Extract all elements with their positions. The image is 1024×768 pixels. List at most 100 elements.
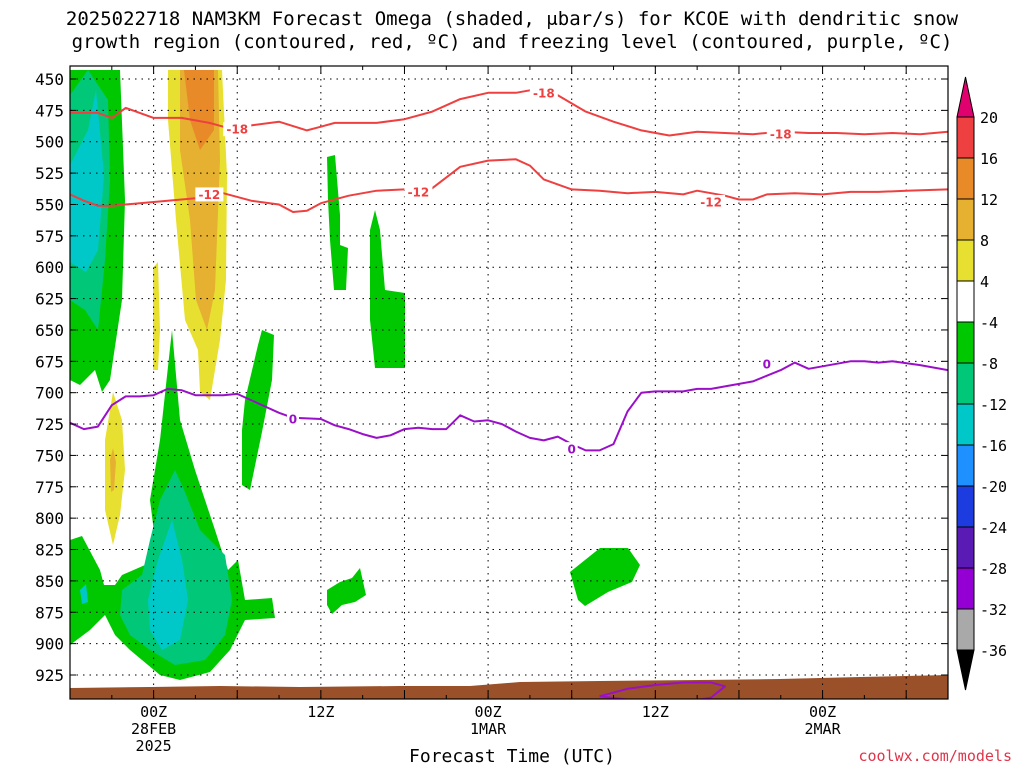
- contour-line: [599, 681, 726, 699]
- y-tick-label: 700: [35, 384, 64, 403]
- contour-label: 0: [568, 443, 576, 457]
- colorbar-swatch: [956, 198, 975, 241]
- colorbar-label: 16: [980, 150, 998, 168]
- contour-label: 0: [763, 357, 771, 371]
- contour-labels: -18 -18 -18 -12 -12 -12 0 0 0: [195, 85, 795, 457]
- omega-area-low-blob-06z: [570, 548, 640, 606]
- x-axis-title: Forecast Time (UTC): [409, 746, 615, 767]
- contour-label-bg: [760, 356, 773, 371]
- contour-label-bg: [195, 187, 224, 202]
- contour-label: -12: [408, 185, 430, 199]
- colorbar-label: -12: [980, 396, 1007, 414]
- colorbar-swatch: [956, 157, 975, 200]
- omega-area-rising-orange: [184, 70, 214, 150]
- colorbar-label: -24: [980, 519, 1007, 537]
- x-tick-label: 00Z: [140, 703, 167, 721]
- colorbar-swatch: [956, 403, 975, 446]
- contour-label-bg: [529, 85, 558, 100]
- colorbar-max-triangle: [956, 76, 975, 118]
- omega-shading: [70, 70, 948, 699]
- y-tick-label: 675: [35, 352, 64, 371]
- colorbar-label: -8: [980, 355, 998, 373]
- omega-area-rising-blob-core: [110, 448, 116, 492]
- contour-label: 0: [289, 413, 297, 427]
- contour-label: -12: [199, 188, 221, 202]
- colorbar: -36 -32 -28 -24 -20 -16 -12 -8 -4 4 8 12 16 20: [956, 76, 1007, 691]
- colorbar-label: -4: [980, 314, 998, 332]
- y-tick-label: 825: [35, 541, 64, 560]
- omega-area-strong-left: [70, 90, 104, 272]
- omega-area-lower-system-strong: [148, 520, 188, 650]
- colorbar-swatch: [956, 116, 975, 159]
- colorbar-swatch: [956, 280, 975, 323]
- colorbar-swatch: [956, 608, 975, 651]
- y-tick-label: 875: [35, 603, 64, 622]
- y-tick-label: 725: [35, 415, 64, 434]
- y-tick-label: 900: [35, 635, 64, 654]
- y-tick-label: 550: [35, 195, 64, 214]
- omega-area-lower-left-dot: [80, 584, 88, 604]
- colorbar-label: 20: [980, 109, 998, 127]
- contour-label: -18: [770, 128, 792, 142]
- omega-area-low-blob-12z: [327, 568, 366, 614]
- omega-area-streak-2: [327, 155, 348, 290]
- colorbar-min-triangle: [956, 649, 975, 691]
- colorbar-label: -36: [980, 642, 1007, 660]
- contour-label-bg: [223, 122, 252, 137]
- colorbar-swatch: [956, 444, 975, 487]
- x-tick-label: 00Z: [475, 703, 502, 721]
- y-tick-label: 925: [35, 666, 64, 685]
- grid-lines: [70, 66, 948, 699]
- y-tick-label: 600: [35, 258, 64, 277]
- contour-label-bg: [404, 184, 433, 199]
- contour-label-bg: [697, 194, 726, 209]
- x-tick-label: 12Z: [307, 703, 334, 721]
- plot-frame: [69, 65, 949, 700]
- colorbar-label: -20: [980, 478, 1007, 496]
- terrain: [70, 675, 948, 699]
- x-tick-label: 00Z: [809, 703, 836, 721]
- y-tick-label: 850: [35, 572, 64, 591]
- y-tick-label: 800: [35, 509, 64, 528]
- colorbar-label: -32: [980, 601, 1007, 619]
- omega-area-rising-strip: [153, 262, 160, 370]
- y-tick-label: 575: [35, 227, 64, 246]
- colorbar-swatch: [956, 526, 975, 569]
- y-tick-label: 750: [35, 446, 64, 465]
- credit-link[interactable]: coolwx.com/models: [858, 747, 1012, 765]
- colorbar-label: 4: [980, 273, 989, 291]
- omega-area-streak-3: [370, 210, 405, 368]
- colorbar-label: -16: [980, 437, 1007, 455]
- colorbar-swatch: [956, 362, 975, 405]
- contour-label-bg: [565, 442, 578, 457]
- colorbar-swatch: [956, 485, 975, 528]
- contour-label: -18: [533, 86, 555, 100]
- y-tick-label: 525: [35, 164, 64, 183]
- colorbar-label: -28: [980, 560, 1007, 578]
- contour-label-bg: [766, 127, 795, 142]
- y-tick-label: 450: [35, 70, 64, 89]
- y-tick-label: 775: [35, 478, 64, 497]
- contour-label: -18: [226, 123, 248, 137]
- contour-label-bg: [286, 412, 299, 427]
- colorbar-label: 8: [980, 232, 989, 250]
- y-tick-label: 650: [35, 321, 64, 340]
- colorbar-label: 12: [980, 191, 998, 209]
- y-tick-label: 475: [35, 101, 64, 120]
- contour-label: -12: [700, 195, 722, 209]
- colorbar-swatch: [956, 239, 975, 282]
- x-tick-label: 2025: [136, 737, 172, 755]
- colorbar-swatch: [956, 321, 975, 364]
- x-tick-label: 1MAR: [470, 720, 507, 738]
- contour-line: [70, 360, 948, 452]
- chart-title-line-2: growth region (contoured, red, ºC) and f…: [71, 31, 953, 53]
- x-tick-label: 12Z: [642, 703, 669, 721]
- colorbar-swatch: [956, 567, 975, 610]
- y-axis: 450 475 500 525 550 575 600 625 650 675 700 725 750 7…: [35, 70, 948, 685]
- y-tick-label: 500: [35, 133, 64, 152]
- omega-area-streak-1: [242, 330, 274, 490]
- x-tick-label: 2MAR: [805, 720, 842, 738]
- x-tick-label: 28FEB: [131, 720, 176, 738]
